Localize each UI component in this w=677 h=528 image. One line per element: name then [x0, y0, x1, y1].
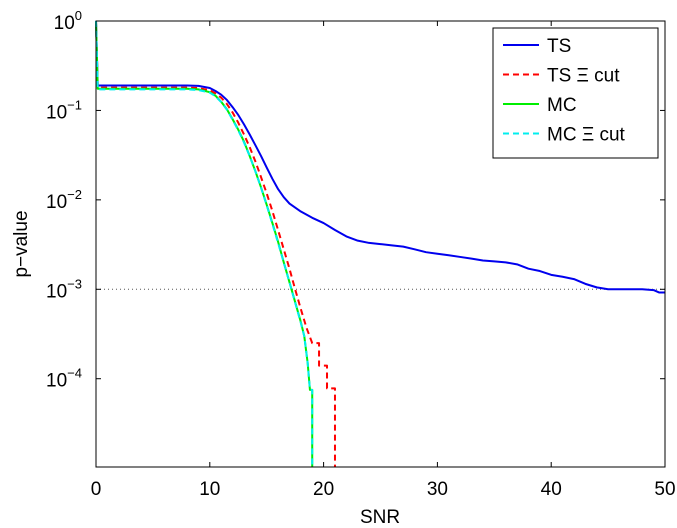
y-tick-label: 10−1 [46, 97, 82, 123]
series-line-1 [95, 20, 336, 467]
legend-box [492, 27, 659, 159]
series-line-0 [95, 20, 665, 294]
y-tick-label: 10−2 [46, 187, 82, 213]
legend-label: MC [547, 95, 577, 116]
series-line-3 [95, 20, 314, 467]
x-tick-label: 20 [313, 479, 334, 500]
x-axis-label: SNR [360, 507, 400, 528]
y-tick-label: 10−3 [46, 276, 82, 302]
legend-label: TS [547, 36, 571, 57]
x-tick-label: 10 [199, 479, 220, 500]
legend: TS TS Ξ cut MC MC Ξ cut [492, 27, 659, 159]
x-tick-label: 0 [91, 479, 102, 500]
x-tick-label: 40 [541, 479, 562, 500]
x-tick-label: 30 [427, 479, 448, 500]
series-layer [95, 20, 665, 467]
tick-layer: 0 10 20 30 40 50 100 10−1 10−2 10−3 10−4 [46, 8, 676, 500]
x-tick-label: 50 [654, 479, 675, 500]
y-axis-label: p−value [11, 210, 32, 277]
legend-label: TS Ξ cut [547, 66, 620, 87]
y-tick-label: 100 [54, 8, 82, 34]
legend-label: MC Ξ cut [547, 125, 626, 146]
plot-frame [95, 20, 666, 468]
y-tick-label: 10−4 [46, 366, 82, 392]
